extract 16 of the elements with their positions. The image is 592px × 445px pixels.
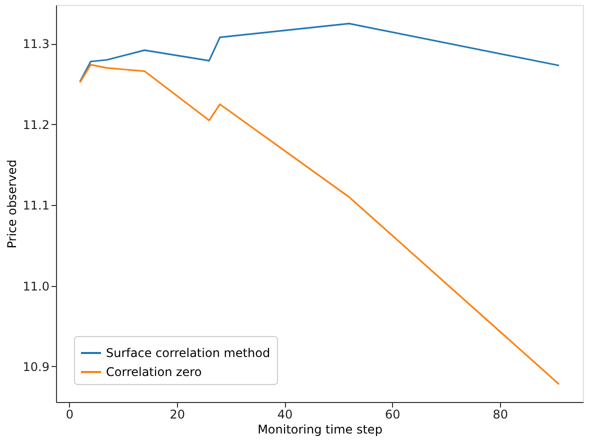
x-tick-label: 0 bbox=[66, 408, 74, 422]
x-tick-label: 80 bbox=[492, 408, 508, 422]
y-axis-title: Price observed bbox=[4, 160, 19, 248]
y-tick-label: 11.3 bbox=[22, 37, 50, 52]
legend-label: Correlation zero bbox=[106, 365, 202, 379]
x-axis-title: Monitoring time step bbox=[258, 422, 382, 436]
y-tick-label: 11.0 bbox=[22, 279, 50, 294]
x-tick-label: 40 bbox=[277, 408, 293, 422]
line-series bbox=[79, 64, 560, 386]
line-series bbox=[79, 22, 560, 82]
x-tick-label: 20 bbox=[170, 408, 185, 422]
y-tick-label: 11.1 bbox=[22, 198, 50, 213]
y-tick-label: 10.9 bbox=[22, 360, 50, 374]
legend-label: Surface correlation method bbox=[106, 346, 270, 360]
y-tick-label: 11.2 bbox=[22, 118, 50, 132]
x-tick-label: 60 bbox=[385, 408, 400, 422]
